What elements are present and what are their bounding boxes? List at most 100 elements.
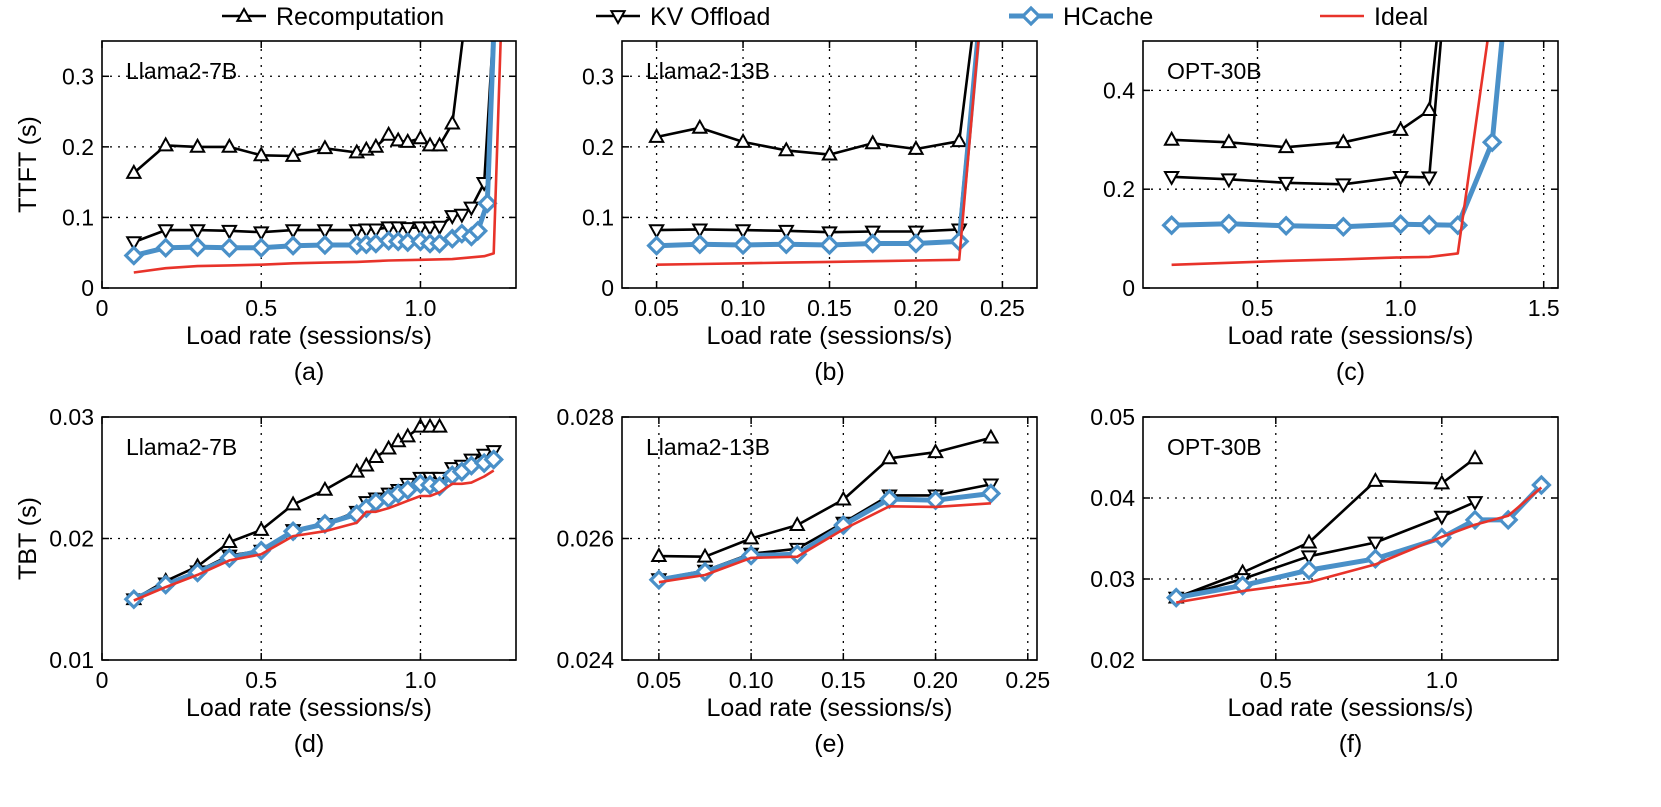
legend-item-ideal: Ideal xyxy=(1320,3,1428,31)
series-marker-recomputation xyxy=(927,443,944,459)
x-tick-label: 0.10 xyxy=(729,667,774,693)
y-tick-label: 0.028 xyxy=(556,404,614,430)
series-marker-recomputation xyxy=(380,439,397,455)
series-marker-hcache xyxy=(1218,213,1240,235)
series-marker-kv-offload xyxy=(316,224,334,240)
series-line-ideal xyxy=(133,41,502,274)
plot-frame xyxy=(101,40,517,289)
x-tick-label: 0.05 xyxy=(634,295,679,321)
series-marker-recomputation xyxy=(443,114,461,130)
x-axis-label: Load rate (sessions/s) xyxy=(1228,322,1474,350)
x-tick-label: 1.0 xyxy=(1385,295,1417,321)
series-marker-hcache xyxy=(1333,216,1354,238)
series-marker-recomputation xyxy=(252,520,270,536)
series-marker-recomputation xyxy=(252,146,270,162)
series-marker-recomputation xyxy=(157,136,175,152)
series-marker-kv-offload xyxy=(1300,550,1318,566)
series-marker-kv-offload xyxy=(189,224,206,240)
series-marker-kv-offload xyxy=(648,224,665,240)
series-marker-kv-offload xyxy=(125,236,143,252)
legend-marker xyxy=(1020,5,1042,27)
series-marker-hcache xyxy=(314,234,336,256)
series-marker-recomputation xyxy=(284,495,302,511)
chart-panel-3: 0.5 1.0 1.5 0 0.2 0.4 OPT-30B Load rate (sessio… xyxy=(1103,40,1560,386)
series-line-hcache xyxy=(1175,483,1544,601)
series-marker-recomputation xyxy=(431,417,448,433)
series-line-recomputation xyxy=(658,436,992,558)
series-marker-recomputation xyxy=(389,131,407,147)
series-marker-kv-offload xyxy=(1392,170,1409,186)
series-marker-recomputation xyxy=(821,145,838,161)
series-marker-recomputation xyxy=(650,547,668,563)
series-marker-recomputation xyxy=(431,136,448,152)
series-line-ideal xyxy=(1175,486,1543,604)
series-marker-kv-offload xyxy=(821,226,838,242)
y-tick-label: 0.2 xyxy=(582,134,614,160)
series-marker-kv-offload xyxy=(907,225,925,241)
panel-caption: (b) xyxy=(814,358,845,386)
x-axis-label: Load rate (sessions/s) xyxy=(707,322,953,350)
series-marker-recomputation xyxy=(412,417,429,433)
series-marker-recomputation xyxy=(734,132,752,148)
panel-caption: (e) xyxy=(814,730,845,758)
y-tick-label: 0 xyxy=(1122,275,1135,301)
series-marker-hcache xyxy=(819,234,840,256)
series-marker-hcache xyxy=(155,237,176,259)
series-marker-kv-offload xyxy=(1466,496,1484,512)
legend-item-recomputation: Recomputation xyxy=(222,3,444,31)
panel-caption: (a) xyxy=(294,358,325,386)
plot-data xyxy=(646,41,981,266)
plot-data xyxy=(123,41,502,274)
series-marker-kv-offload xyxy=(357,223,375,239)
series-marker-hcache xyxy=(155,574,176,595)
panel-title: OPT-30B xyxy=(1167,58,1262,84)
series-marker-recomputation xyxy=(1334,133,1352,149)
legend-label: KV Offload xyxy=(650,3,770,31)
panel-title: Llama2-7B xyxy=(126,58,237,84)
x-axis-label: Load rate (sessions/s) xyxy=(707,694,953,722)
series-marker-kv-offload xyxy=(157,224,175,240)
series-marker-hcache xyxy=(732,234,754,256)
x-tick-label: 1.0 xyxy=(404,295,436,321)
x-tick-label: 0.05 xyxy=(637,667,682,693)
series-marker-recomputation xyxy=(788,516,806,532)
chart-panel-1: 0 0.5 1.0 0 0.1 0.2 0.3 Llama2-7B Load rate (ses… xyxy=(14,40,517,386)
series-marker-recomputation xyxy=(1466,449,1484,465)
series-marker-recomputation xyxy=(421,136,439,152)
series-line-kv-offload xyxy=(133,41,495,244)
x-axis-label: Load rate (sessions/s) xyxy=(186,694,432,722)
series-marker-kv-offload xyxy=(367,223,385,239)
series-marker-hcache xyxy=(1390,214,1411,235)
panel-caption: (d) xyxy=(294,730,325,758)
series-marker-recomputation xyxy=(1367,471,1384,487)
series-marker-kv-offload xyxy=(777,224,795,240)
legend-label: HCache xyxy=(1063,3,1153,31)
series-marker-hcache xyxy=(1531,474,1552,496)
series-marker-kv-offload xyxy=(380,221,397,237)
y-tick-label: 0.2 xyxy=(1103,176,1135,202)
series-marker-recomputation xyxy=(864,134,882,150)
series-marker-hcache xyxy=(833,514,854,536)
series-marker-hcache xyxy=(648,569,670,591)
series-marker-kv-offload xyxy=(1163,170,1180,186)
y-tick-label: 0.2 xyxy=(62,134,94,160)
y-tick-label: 0.024 xyxy=(556,647,614,673)
series-marker-hcache xyxy=(786,544,808,565)
y-tick-label: 0.02 xyxy=(49,526,94,552)
series-marker-recomputation xyxy=(189,137,206,153)
legend: Recomputation KV Offload HCache Ideal xyxy=(222,3,1428,31)
x-tick-label: 0 xyxy=(96,295,109,321)
series-marker-recomputation xyxy=(648,127,665,143)
series-marker-hcache xyxy=(1161,214,1182,236)
legend-label: Ideal xyxy=(1374,3,1428,31)
series-marker-recomputation xyxy=(982,428,1000,444)
series-marker-recomputation xyxy=(367,137,385,153)
series-marker-kv-offload xyxy=(399,222,417,238)
panel-title: Llama2-13B xyxy=(646,434,770,460)
series-marker-kv-offload xyxy=(443,210,461,226)
series-marker-recomputation xyxy=(367,448,385,463)
series-marker-kv-offload xyxy=(1433,510,1451,526)
x-tick-label: 0 xyxy=(96,667,109,693)
series-marker-recomputation xyxy=(421,417,439,433)
x-tick-label: 0.5 xyxy=(245,667,277,693)
